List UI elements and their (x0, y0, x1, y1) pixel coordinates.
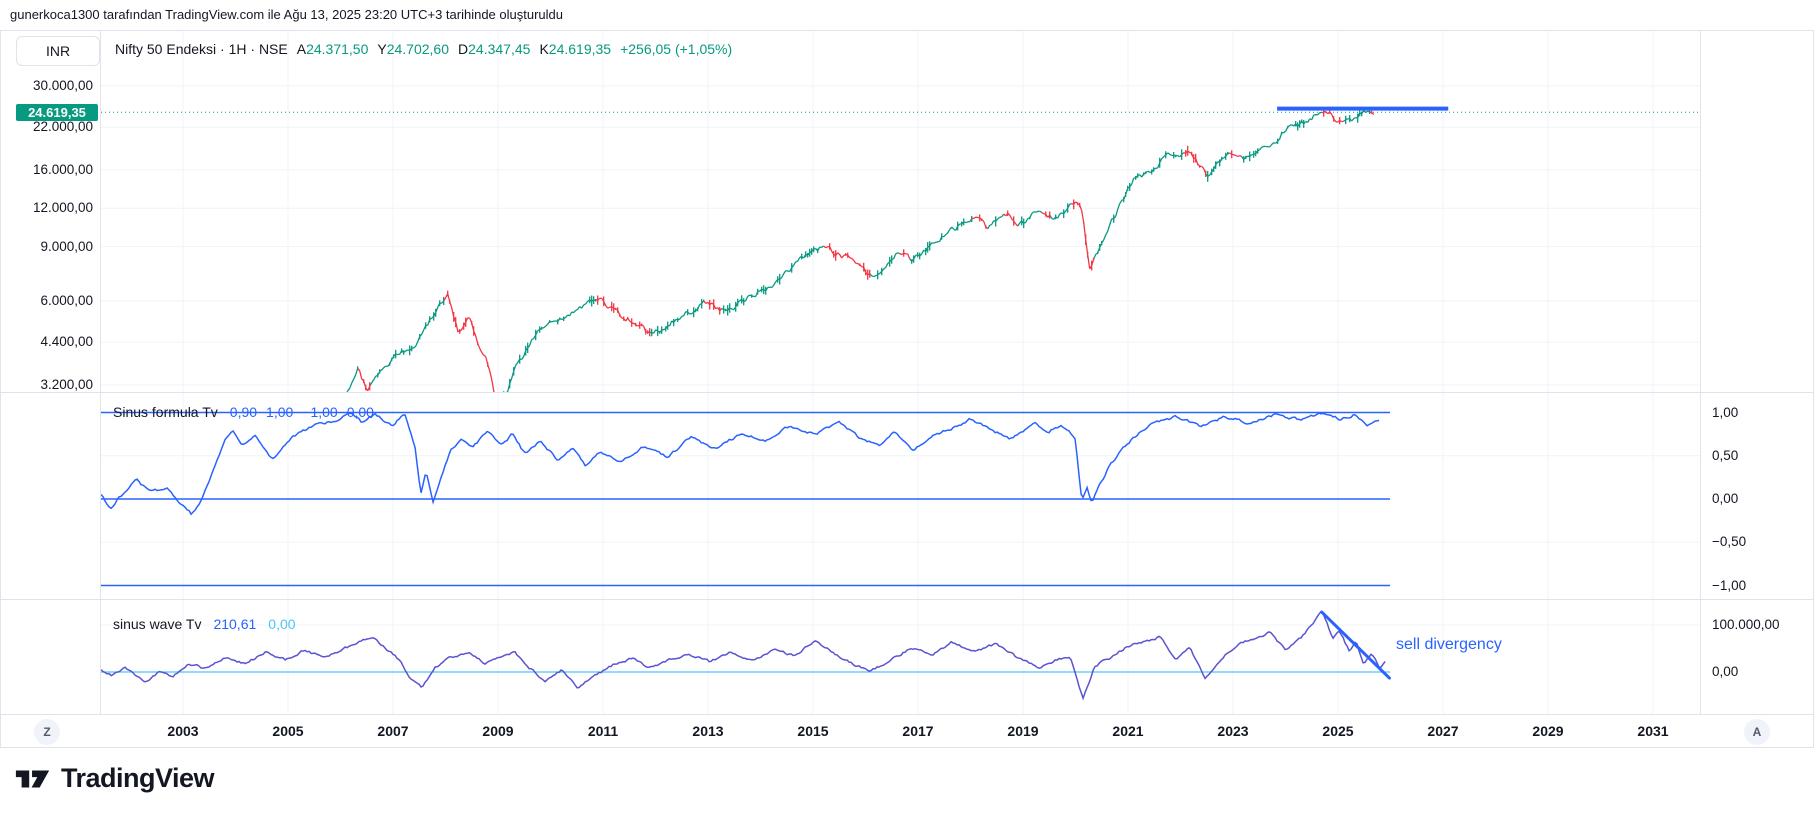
indicator2-tick-label: 100.000,00 (1712, 617, 1780, 632)
indicator-sinus-wave-row: sinus wave Tv 210,61 0,00 (113, 616, 296, 632)
timezone-button[interactable]: Z (34, 719, 60, 745)
last-price-badge: 24.619,35 (16, 104, 98, 122)
tradingview-logo-icon (15, 769, 50, 788)
year-tick-label: 2023 (1217, 723, 1249, 739)
price-series-up (346, 108, 1371, 392)
sell-divergence-trendline[interactable] (1320, 610, 1391, 680)
sell-divergency-label[interactable]: sell divergency (1396, 636, 1502, 653)
year-tick-label: 2009 (482, 723, 514, 739)
price-tick-label: 16.000,00 (32, 161, 93, 177)
currency-button[interactable]: INR (16, 36, 100, 66)
price-tick-label: 30.000,00 (32, 77, 93, 93)
year-tick-label: 2021 (1112, 723, 1144, 739)
year-tick-label: 2017 (902, 723, 934, 739)
attribution-text: gunerkoca1300 tarafından TradingView.com… (10, 7, 563, 22)
indicator-sinus-formula-title[interactable]: Sinus formula Tv (113, 404, 218, 420)
symbol-title[interactable]: Nifty 50 Endeksi · 1H · NSE (115, 41, 288, 57)
price-tick-label: 12.000,00 (32, 200, 93, 216)
indicator-sinus-formula-value: 0,90 (229, 404, 258, 420)
price-tick-label: 22.000,00 (32, 119, 93, 135)
year-tick-label: 2003 (167, 723, 199, 739)
ohlc-item: K24.619,35 (539, 41, 612, 57)
year-tick-label: 2007 (377, 723, 409, 739)
ohlc-item: D24.347,45 (458, 41, 531, 57)
sinus-formula-series (101, 412, 1380, 516)
change-value: +256,05 (+1,05%) (620, 41, 733, 57)
indicator-sinus-wave-value2: 0,00 (268, 616, 296, 632)
ohlc-values: A24.371,50 Y24.702,60 D24.347,45 K24.619,35 (297, 41, 611, 57)
indicator-sinus-formula-value: −1,00 (302, 404, 338, 420)
year-tick-label: 2013 (692, 723, 724, 739)
price-tick-label: 9.000,00 (40, 238, 93, 254)
indicator1-tick-label: −1,00 (1712, 577, 1747, 593)
price-series-down (357, 107, 1375, 392)
auto-scale-button[interactable]: A (1744, 719, 1770, 745)
year-tick-label: 2015 (797, 723, 829, 739)
symbol-info-row: Nifty 50 Endeksi · 1H · NSE A24.371,50 Y2… (115, 41, 732, 57)
price-tick-label: 3.200,00 (40, 376, 93, 392)
indicator-sinus-formula-row: Sinus formula Tv 0,90 1,00 −1,00 0,00 (113, 404, 374, 420)
year-tick-label: 2031 (1637, 723, 1669, 739)
price-scale-left[interactable]: 24.619,35 30.000,00 22.000,00 16.000,00 12.… (0, 30, 100, 715)
year-tick-label: 2011 (587, 723, 619, 739)
indicator2-tick-label: 0,00 (1712, 664, 1739, 679)
gridlines (101, 30, 1700, 715)
indicator-sinus-wave-title[interactable]: sinus wave Tv (113, 616, 202, 632)
value-scale-right[interactable]: 1,00 0,50 0,00 −0,50 −1,00 100.000,00 0,00 (1700, 30, 1814, 715)
indicator-sinus-wave-value: 210,61 (213, 616, 257, 632)
sinus-wave-series (101, 610, 1386, 701)
indicator1-tick-label: 0,50 (1712, 447, 1739, 463)
indicator1-tick-label: 0,00 (1712, 491, 1739, 506)
year-tick-label: 2019 (1007, 723, 1039, 739)
indicator-sinus-formula-value: 1,00 (266, 404, 294, 420)
ohlc-item: Y24.702,60 (377, 41, 450, 57)
indicator-sinus-formula-value: 0,00 (346, 404, 374, 420)
price-tick-label: 6.000,00 (40, 292, 93, 308)
pane-borders (0, 30, 1814, 748)
tradingview-logo-text: TradingView (61, 763, 215, 793)
indicator1-tick-label: −0,50 (1712, 534, 1747, 550)
time-scale[interactable]: 2003 2005 2007 2009 2011 2013 2015 2017 2019 2021… (0, 715, 1814, 748)
footer: TradingView (14, 763, 215, 794)
indicator1-tick-label: 1,00 (1712, 404, 1739, 420)
indicator-sinus-formula-values: 0,90 1,00 −1,00 0,00 (230, 404, 374, 420)
year-tick-label: 2005 (272, 723, 304, 739)
ohlc-item: A24.371,50 (296, 41, 369, 57)
price-tick-label: 4.400,00 (40, 334, 93, 350)
year-tick-label: 2027 (1427, 723, 1459, 739)
year-tick-label: 2029 (1532, 723, 1564, 739)
year-tick-label: 2025 (1322, 723, 1354, 739)
